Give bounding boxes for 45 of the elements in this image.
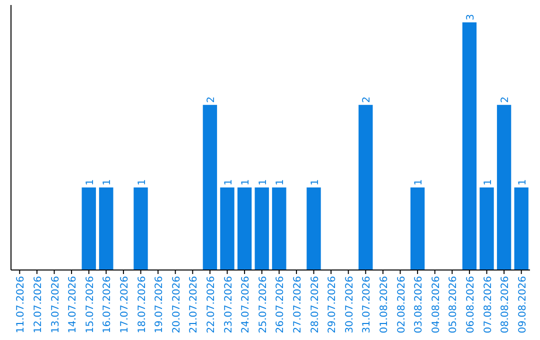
x-tick-label: 11.07.2026 — [16, 276, 27, 334]
data-label: 2 — [500, 96, 512, 103]
data-label: 1 — [414, 179, 425, 186]
x-tick-label: 30.07.2026 — [344, 276, 356, 334]
x-tick-label: 29.07.2026 — [327, 276, 338, 334]
x-tick-label: 22.07.2026 — [206, 276, 217, 334]
x-tick-label: 21.07.2026 — [188, 276, 200, 334]
x-tick-label: 27.07.2026 — [292, 276, 304, 334]
x-tick-label: 05.08.2026 — [448, 276, 460, 334]
data-label: 1 — [240, 179, 252, 186]
x-tick-label: 09.08.2026 — [517, 276, 528, 334]
x-tick-label: 13.07.2026 — [50, 276, 62, 334]
x-tick-label: 06.08.2026 — [465, 276, 476, 334]
x-tick-label: 19.07.2026 — [154, 276, 166, 334]
data-label: 1 — [84, 179, 96, 186]
x-tick-label: 14.07.2026 — [68, 276, 79, 334]
data-label: 1 — [136, 179, 148, 186]
x-tick-label: 15.07.2026 — [84, 276, 96, 334]
x-tick-label: 08.08.2026 — [500, 276, 512, 334]
x-tick-label: 16.07.2026 — [102, 276, 114, 334]
data-label: 2 — [206, 96, 217, 103]
x-tick-label: 26.07.2026 — [275, 276, 286, 334]
x-tick-label: 04.08.2026 — [430, 276, 442, 334]
data-label: 1 — [223, 179, 234, 186]
x-tick-label: 28.07.2026 — [310, 276, 321, 334]
x-tick-label: 07.08.2026 — [482, 276, 494, 334]
x-tick-label: 31.07.2026 — [362, 276, 373, 334]
data-label: 1 — [517, 179, 528, 186]
data-label: 1 — [310, 179, 321, 186]
x-tick-label: 01.08.2026 — [378, 276, 390, 334]
x-tick-label: 24.07.2026 — [240, 276, 252, 334]
x-tick-label: 17.07.2026 — [119, 276, 130, 334]
x-tick-label: 18.07.2026 — [136, 276, 148, 334]
x-tick-label: 23.07.2026 — [223, 276, 234, 334]
data-label: 1 — [102, 179, 114, 186]
data-label: 3 — [465, 14, 476, 20]
data-label: 1 — [258, 179, 269, 186]
x-tick-label: 03.08.2026 — [414, 276, 425, 334]
data-label: 2 — [362, 96, 373, 103]
x-tick-label: 20.07.2026 — [171, 276, 182, 334]
x-tick-label: 12.07.2026 — [32, 276, 44, 334]
data-label: 1 — [482, 179, 494, 186]
x-tick-label: 02.08.2026 — [396, 276, 408, 334]
data-label: 1 — [275, 179, 286, 186]
x-tick-label: 25.07.2026 — [258, 276, 269, 334]
